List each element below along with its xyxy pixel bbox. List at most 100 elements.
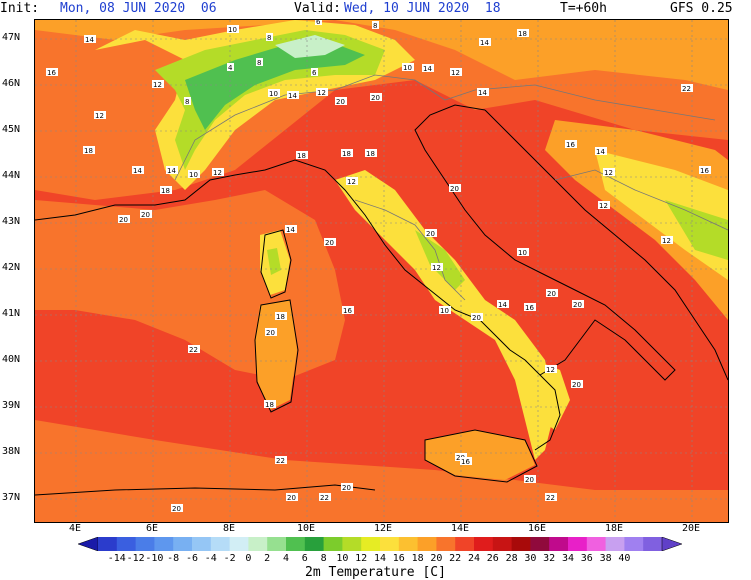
value-label: 6 <box>312 69 317 77</box>
value-label-box <box>341 149 353 157</box>
value-label: 14 <box>133 167 142 175</box>
value-label: 18 <box>84 147 93 155</box>
lon-label-18e: 18E <box>604 523 624 534</box>
value-label-box <box>598 201 610 209</box>
value-label: 10 <box>269 90 278 98</box>
value-label-box <box>571 380 583 388</box>
lat-label-38n: 38N <box>2 446 21 457</box>
colorbar-segment <box>361 537 381 551</box>
colorbar-segment <box>229 537 249 551</box>
value-label-box <box>517 248 529 256</box>
field-sicily <box>425 430 535 480</box>
value-label: 22 <box>682 85 691 93</box>
map-header: Init: Mon, 08 JUN 2020 06 Valid: Wed, 10… <box>0 0 751 18</box>
value-label-box <box>324 238 336 246</box>
value-label: 20 <box>342 484 351 492</box>
value-label-box <box>699 166 711 174</box>
value-label-box <box>517 29 529 37</box>
value-label: 14 <box>85 36 94 44</box>
value-label: 8 <box>267 34 271 42</box>
value-label: 12 <box>599 202 608 210</box>
value-label: 20 <box>172 505 181 513</box>
colorbar-tick-label: 14 <box>373 553 387 564</box>
lat-label-39n: 39N <box>2 400 21 411</box>
value-label: 14 <box>498 301 507 309</box>
colorbar-tick-label: -6 <box>185 553 199 564</box>
value-label: 18 <box>276 313 285 321</box>
value-label: 12 <box>451 69 460 77</box>
field-balkans-lime <box>665 200 728 260</box>
colorbar-tick-label: 34 <box>561 553 575 564</box>
value-label: 20 <box>573 301 582 309</box>
value-label: 20 <box>287 494 296 502</box>
value-label: 16 <box>461 458 470 466</box>
value-label: 12 <box>213 169 222 177</box>
value-label-box <box>545 493 557 501</box>
value-label: 14 <box>423 65 432 73</box>
colorbar-tick-label: 16 <box>392 553 405 564</box>
colorbar-tick-label: 40 <box>618 553 631 564</box>
value-label: 16 <box>700 167 709 175</box>
value-label: 20 <box>426 230 435 238</box>
forecast-step: T=+60h <box>560 1 607 16</box>
colorbar-tick-label: 30 <box>524 553 537 564</box>
colorbar-segment <box>380 537 400 551</box>
lat-label-44n: 44N <box>2 170 21 181</box>
value-label-box <box>265 328 277 336</box>
value-label: 22 <box>320 494 329 502</box>
lat-label-46n: 46N <box>2 78 21 89</box>
value-label: 16 <box>47 69 56 77</box>
colorbar-tick-label: 20 <box>430 553 443 564</box>
value-label: 12 <box>432 264 441 272</box>
lat-label-43n: 43N <box>2 216 21 227</box>
field-balkans-orange <box>545 120 728 320</box>
value-label-box <box>227 63 234 71</box>
value-label-box <box>184 97 191 105</box>
value-label-box <box>335 97 347 105</box>
value-label: 14 <box>286 226 295 234</box>
value-label-box <box>132 166 144 174</box>
value-label: 16 <box>525 304 534 312</box>
value-label-box <box>227 25 239 33</box>
value-label: 14 <box>478 89 487 97</box>
colorbar-tick-label: -8 <box>167 553 180 564</box>
field-apennines-yellow <box>335 170 555 460</box>
value-label-box <box>285 225 297 233</box>
value-label-box <box>341 483 353 491</box>
value-label-box <box>565 140 577 148</box>
value-label-box <box>160 186 172 194</box>
colorbar-tick-label: 10 <box>336 553 349 564</box>
value-label: 20 <box>472 314 481 322</box>
value-label: 18 <box>518 30 527 38</box>
value-label-box <box>603 168 615 176</box>
value-label: 12 <box>95 112 104 120</box>
value-label-box <box>524 475 536 483</box>
value-label: 12 <box>347 178 356 186</box>
colorbar-tick-label: -4 <box>204 553 217 564</box>
value-label: 20 <box>325 239 334 247</box>
colorbar-segment <box>549 537 569 551</box>
value-label: 10 <box>403 64 412 72</box>
value-label-box <box>83 146 95 154</box>
value-label-box <box>286 493 298 501</box>
colorbar-segment <box>135 537 155 551</box>
colorbar-tick-label: 6 <box>301 553 308 564</box>
value-label-box <box>296 151 308 159</box>
colorbar-tick-label: 38 <box>599 553 612 564</box>
colorbar-tick-label: 24 <box>467 553 481 564</box>
colorbar-tick-label: 36 <box>580 553 593 564</box>
value-label-box <box>681 84 693 92</box>
colorbar-segment <box>474 537 494 551</box>
value-label-box <box>266 33 273 41</box>
colorbar-segment <box>267 537 287 551</box>
value-label-box <box>342 306 354 314</box>
value-label-box <box>287 91 299 99</box>
value-label-box <box>171 504 183 512</box>
value-label-box <box>94 111 106 119</box>
value-label: 12 <box>662 237 671 245</box>
value-label-box <box>264 400 276 408</box>
lat-label-42n: 42N <box>2 262 21 273</box>
colorbar-tick-label: -10 <box>145 553 164 564</box>
field-apennines-lime <box>415 230 465 290</box>
field-alps-green <box>185 40 365 130</box>
